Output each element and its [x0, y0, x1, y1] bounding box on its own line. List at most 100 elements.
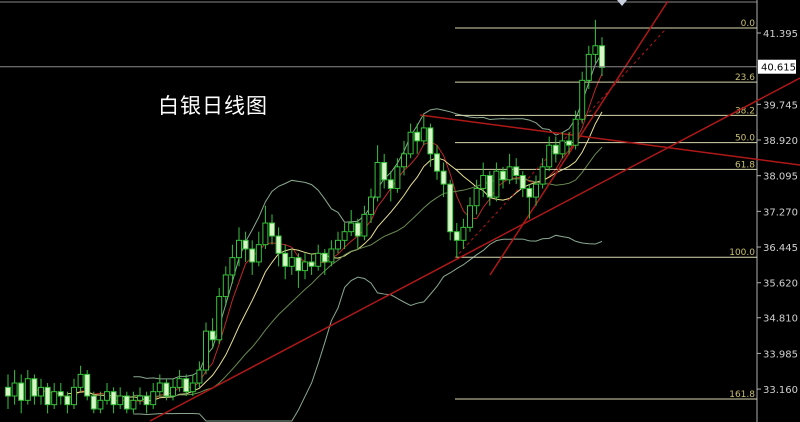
candle-body — [361, 213, 368, 237]
candle-body — [552, 144, 559, 155]
y-tick-label: 37.270 — [763, 207, 798, 218]
candle-body — [374, 162, 381, 198]
y-tick-label: 33.985 — [763, 349, 798, 360]
chart-title: 白银日线图 — [158, 94, 268, 118]
candle-body — [110, 391, 117, 406]
candle-body — [242, 239, 249, 250]
candle-body — [5, 386, 11, 397]
candle-body — [163, 382, 170, 397]
candle-body — [170, 386, 176, 397]
candle-body — [566, 140, 572, 146]
candle-body — [71, 386, 77, 406]
candle-body — [229, 257, 236, 276]
candle-body — [143, 395, 150, 406]
scroll-marker-icon[interactable] — [617, 0, 627, 6]
candle-body — [328, 248, 335, 263]
candle-body — [500, 170, 506, 181]
fib-level-label: 161.8 — [729, 390, 755, 400]
candle-body — [427, 127, 434, 155]
candle-body — [90, 395, 97, 410]
candle-body — [467, 205, 473, 228]
candle-body — [77, 373, 84, 388]
candle-body — [97, 399, 104, 410]
candle-body — [156, 382, 163, 393]
candle-body — [434, 153, 440, 172]
candle-body — [407, 131, 414, 155]
candle-body — [51, 391, 58, 406]
candle-body — [24, 378, 31, 401]
candle-body — [18, 382, 25, 401]
candle-body — [117, 395, 124, 406]
candle-body — [493, 170, 500, 198]
candle-body — [579, 79, 586, 120]
fib-level-label: 100.0 — [729, 248, 755, 258]
candle-body — [480, 174, 487, 189]
candle-body — [533, 183, 539, 198]
current-price-line: 40.615 — [0, 59, 796, 74]
candle-body — [38, 386, 44, 397]
candle-body — [104, 391, 110, 401]
candle-body — [420, 127, 427, 142]
candle-body — [262, 222, 269, 246]
candle-body — [526, 187, 533, 198]
candle-body — [315, 252, 322, 267]
candle-body — [209, 330, 216, 341]
candle-body — [222, 274, 229, 298]
ma-5-line — [34, 73, 603, 402]
current-price-box — [758, 59, 796, 74]
bollinger-bands — [133, 52, 603, 422]
candle-body — [473, 187, 480, 207]
candle-body — [123, 395, 130, 410]
candle-body — [302, 261, 308, 272]
candle-body — [150, 391, 157, 406]
fib-level-label: 61.8 — [735, 160, 755, 170]
bollinger-upper-line — [133, 52, 603, 380]
moving-averages — [34, 73, 603, 402]
candle-body — [572, 118, 579, 146]
candle-body — [394, 166, 401, 189]
candle-body — [236, 239, 242, 259]
candle-body — [64, 395, 71, 406]
candle-body — [255, 244, 262, 263]
y-tick-label: 33.160 — [763, 385, 798, 396]
y-tick-label: 35.620 — [763, 279, 798, 290]
fib-level-label: 0.0 — [741, 19, 756, 29]
candle-body — [506, 166, 513, 181]
candle-body — [130, 399, 137, 410]
candle-body — [321, 252, 328, 263]
fib-level-label: 23.6 — [735, 73, 755, 83]
y-tick-label: 38.920 — [763, 136, 798, 147]
candle-body — [288, 257, 295, 267]
candle-body — [440, 170, 447, 185]
candle-body — [348, 222, 355, 233]
candle-body — [447, 183, 454, 233]
candle-body — [57, 391, 64, 397]
candle-body — [203, 330, 209, 371]
fibonacci-levels: 0.0 23.6 38.2 50.0 61.8 100.0 161.8 — [455, 19, 757, 400]
y-tick-label: 41.395 — [763, 29, 798, 40]
candle-body — [539, 166, 546, 185]
candle-body — [275, 235, 282, 254]
candle-body — [414, 131, 421, 142]
bollinger-lower-line — [133, 234, 603, 422]
candle-body — [216, 296, 223, 341]
candle-body — [585, 53, 592, 81]
candle-body — [401, 153, 407, 168]
support-trend-line — [149, 77, 800, 422]
candle-body — [335, 239, 341, 250]
candle-body — [341, 231, 348, 241]
candle-body — [519, 174, 526, 189]
candles — [5, 19, 605, 414]
y-tick-label: 38.095 — [763, 172, 798, 183]
trend-lines — [149, 0, 800, 422]
candle-body — [11, 382, 18, 397]
candle-body — [31, 378, 38, 397]
candle-body — [354, 222, 361, 237]
candle-body — [592, 45, 599, 55]
current-price-label: 40.615 — [761, 63, 796, 74]
candle-body — [486, 174, 493, 198]
y-tick-label: 39.745 — [763, 100, 798, 111]
candle-body — [381, 162, 388, 181]
candle-body — [295, 257, 302, 272]
